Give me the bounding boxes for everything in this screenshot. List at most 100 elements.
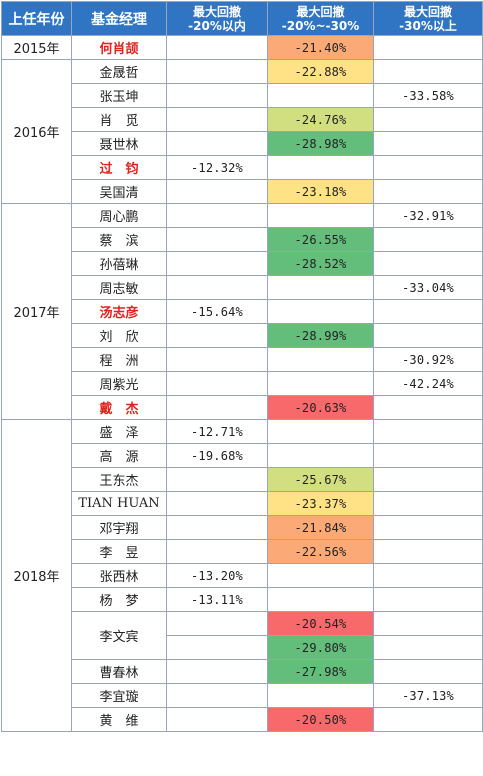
drawdown-20-30-cell: -20.63%: [267, 395, 374, 420]
drawdown-under-20-cell: [166, 515, 268, 540]
drawdown-over-30-cell: [373, 107, 483, 132]
drawdown-under-20-cell: -13.20%: [166, 563, 268, 588]
drawdown-under-20-cell: [166, 107, 268, 132]
manager-name-cell: 周紫光: [71, 371, 167, 396]
drawdown-over-30-cell: -37.13%: [373, 683, 483, 708]
manager-name-cell: 周心鹏: [71, 203, 167, 228]
drawdown-table: 上任年份 基金经理 最大回撤 -20%以内 最大回撤 -20%~-30% 最大回…: [1, 1, 483, 732]
header-manager: 基金经理: [71, 1, 167, 36]
manager-name-cell: 周志敏: [71, 275, 167, 300]
drawdown-over-30-cell: [373, 515, 483, 540]
table-row: 黄 维 -20.50%: [2, 707, 483, 732]
manager-name-cell: 王东杰: [71, 467, 167, 492]
drawdown-20-30-cell: [267, 347, 374, 372]
table-row: 李文宾 -20.54%: [2, 611, 483, 660]
drawdown-under-20-cell: -13.11%: [166, 587, 268, 612]
table-row: 孙蓓琳 -28.52%: [2, 251, 483, 276]
manager-name-cell: 李宜璇: [71, 683, 167, 708]
drawdown-20-30-cell: [267, 155, 374, 180]
drawdown-20-30-cell: [267, 443, 374, 468]
table-row: 李宜璇 -37.13%: [2, 683, 483, 708]
header-year: 上任年份: [1, 1, 72, 36]
manager-name-cell: 金晟哲: [71, 59, 167, 84]
manager-name-cell: 李 昱: [71, 539, 167, 564]
table-row: 肖 觅 -24.76%: [2, 107, 483, 132]
header-row: 上任年份 基金经理 最大回撤 -20%以内 最大回撤 -20%~-30% 最大回…: [1, 1, 483, 36]
drawdown-20-30-cell: -28.98%: [267, 131, 374, 156]
manager-name-cell: 李文宾: [71, 611, 167, 660]
manager-name-cell: TIAN HUAN: [71, 491, 167, 516]
table-row: 高 源 -19.68%: [2, 443, 483, 468]
table-row: 刘 欣 -28.99%: [2, 323, 483, 348]
table-row: 杨 梦 -13.11%: [2, 587, 483, 612]
table-row: 程 洲 -30.92%: [2, 347, 483, 372]
drawdown-over-30-cell: [373, 131, 483, 156]
drawdown-20-30-cell: -22.88%: [267, 59, 374, 84]
drawdown-over-30-cell: [373, 563, 483, 588]
drawdown-under-20-cell: [166, 59, 268, 84]
drawdown-20-30-cell: -23.18%: [267, 179, 374, 204]
drawdown-over-30-cell: [373, 539, 483, 564]
manager-name-cell: 张西林: [71, 563, 167, 588]
year-cell: 2018年: [1, 419, 72, 732]
drawdown-over-30-cell: [373, 323, 483, 348]
drawdown-20-30-cell: [267, 275, 374, 300]
drawdown-20-30-cell: -23.37%: [267, 491, 374, 516]
manager-name-cell: 张玉坤: [71, 83, 167, 108]
drawdown-20-30-cell: [267, 683, 374, 708]
drawdown-over-30-cell: [373, 419, 483, 444]
manager-name-cell: 邓宇翔: [71, 515, 167, 540]
drawdown-20-30-cell: -27.98%: [267, 659, 374, 684]
manager-name-cell: 汤志彦: [71, 299, 167, 324]
table-row: 张玉坤 -33.58%: [2, 83, 483, 108]
drawdown-under-20-cell: [166, 491, 268, 516]
drawdown-under-20-cell: -15.64%: [166, 299, 268, 324]
manager-name-cell: 刘 欣: [71, 323, 167, 348]
drawdown-under-20-cell: [166, 323, 268, 348]
drawdown-under-20-cell: [166, 251, 268, 276]
drawdown-over-30-cell: [373, 155, 483, 180]
drawdown-20-30-cell: [267, 203, 374, 228]
drawdown-under-20-cell: [166, 635, 268, 660]
drawdown-under-20-cell: -12.71%: [166, 419, 268, 444]
header-drawdown-under-20-line2: -20%以内: [188, 18, 246, 33]
manager-name-cell: 杨 梦: [71, 587, 167, 612]
drawdown-over-30-cell: [373, 59, 483, 84]
manager-name-cell: 何肖颉: [71, 35, 167, 60]
drawdown-over-30-cell: [373, 251, 483, 276]
header-drawdown-20-30-line2: -20%~-30%: [281, 18, 360, 33]
year-cell: 2017年: [1, 203, 72, 420]
drawdown-20-30-cell: -25.67%: [267, 467, 374, 492]
table-row: 2018年盛 泽 -12.71%: [1, 419, 483, 732]
drawdown-20-30-cell: -20.54%: [267, 611, 374, 636]
drawdown-under-20-cell: [166, 683, 268, 708]
drawdown-under-20-cell: [166, 707, 268, 732]
header-drawdown-20-30: 最大回撤 -20%~-30%: [267, 1, 374, 36]
drawdown-20-30-cell: [267, 587, 374, 612]
header-drawdown-under-20: 最大回撤 -20%以内: [166, 1, 268, 36]
table-row: 周紫光 -42.24%: [2, 371, 483, 396]
table-row: 蔡 滨 -26.55%: [2, 227, 483, 252]
table-row: -29.80%: [2, 635, 483, 660]
drawdown-20-30-cell: -22.56%: [267, 539, 374, 564]
drawdown-over-30-cell: -30.92%: [373, 347, 483, 372]
drawdown-over-30-cell: -33.58%: [373, 83, 483, 108]
table-row: 李 昱 -22.56%: [2, 539, 483, 564]
table-row: 戴 杰 -20.63%: [2, 395, 483, 420]
drawdown-20-30-cell: -28.52%: [267, 251, 374, 276]
drawdown-under-20-cell: -19.68%: [166, 443, 268, 468]
drawdown-over-30-cell: [373, 659, 483, 684]
table-row: 张西林 -13.20%: [2, 563, 483, 588]
manager-name-cell: 肖 觅: [71, 107, 167, 132]
drawdown-under-20-cell: [166, 611, 268, 636]
drawdown-over-30-cell: [373, 395, 483, 420]
drawdown-under-20-cell: [166, 539, 268, 564]
drawdown-under-20-cell: [166, 371, 268, 396]
drawdown-over-30-cell: [373, 179, 483, 204]
manager-name-cell: 过 钧: [71, 155, 167, 180]
year-cell: 2015年: [1, 35, 72, 60]
drawdown-20-30-cell: [267, 419, 374, 444]
drawdown-over-30-cell: [373, 35, 483, 60]
drawdown-20-30-cell: [267, 371, 374, 396]
